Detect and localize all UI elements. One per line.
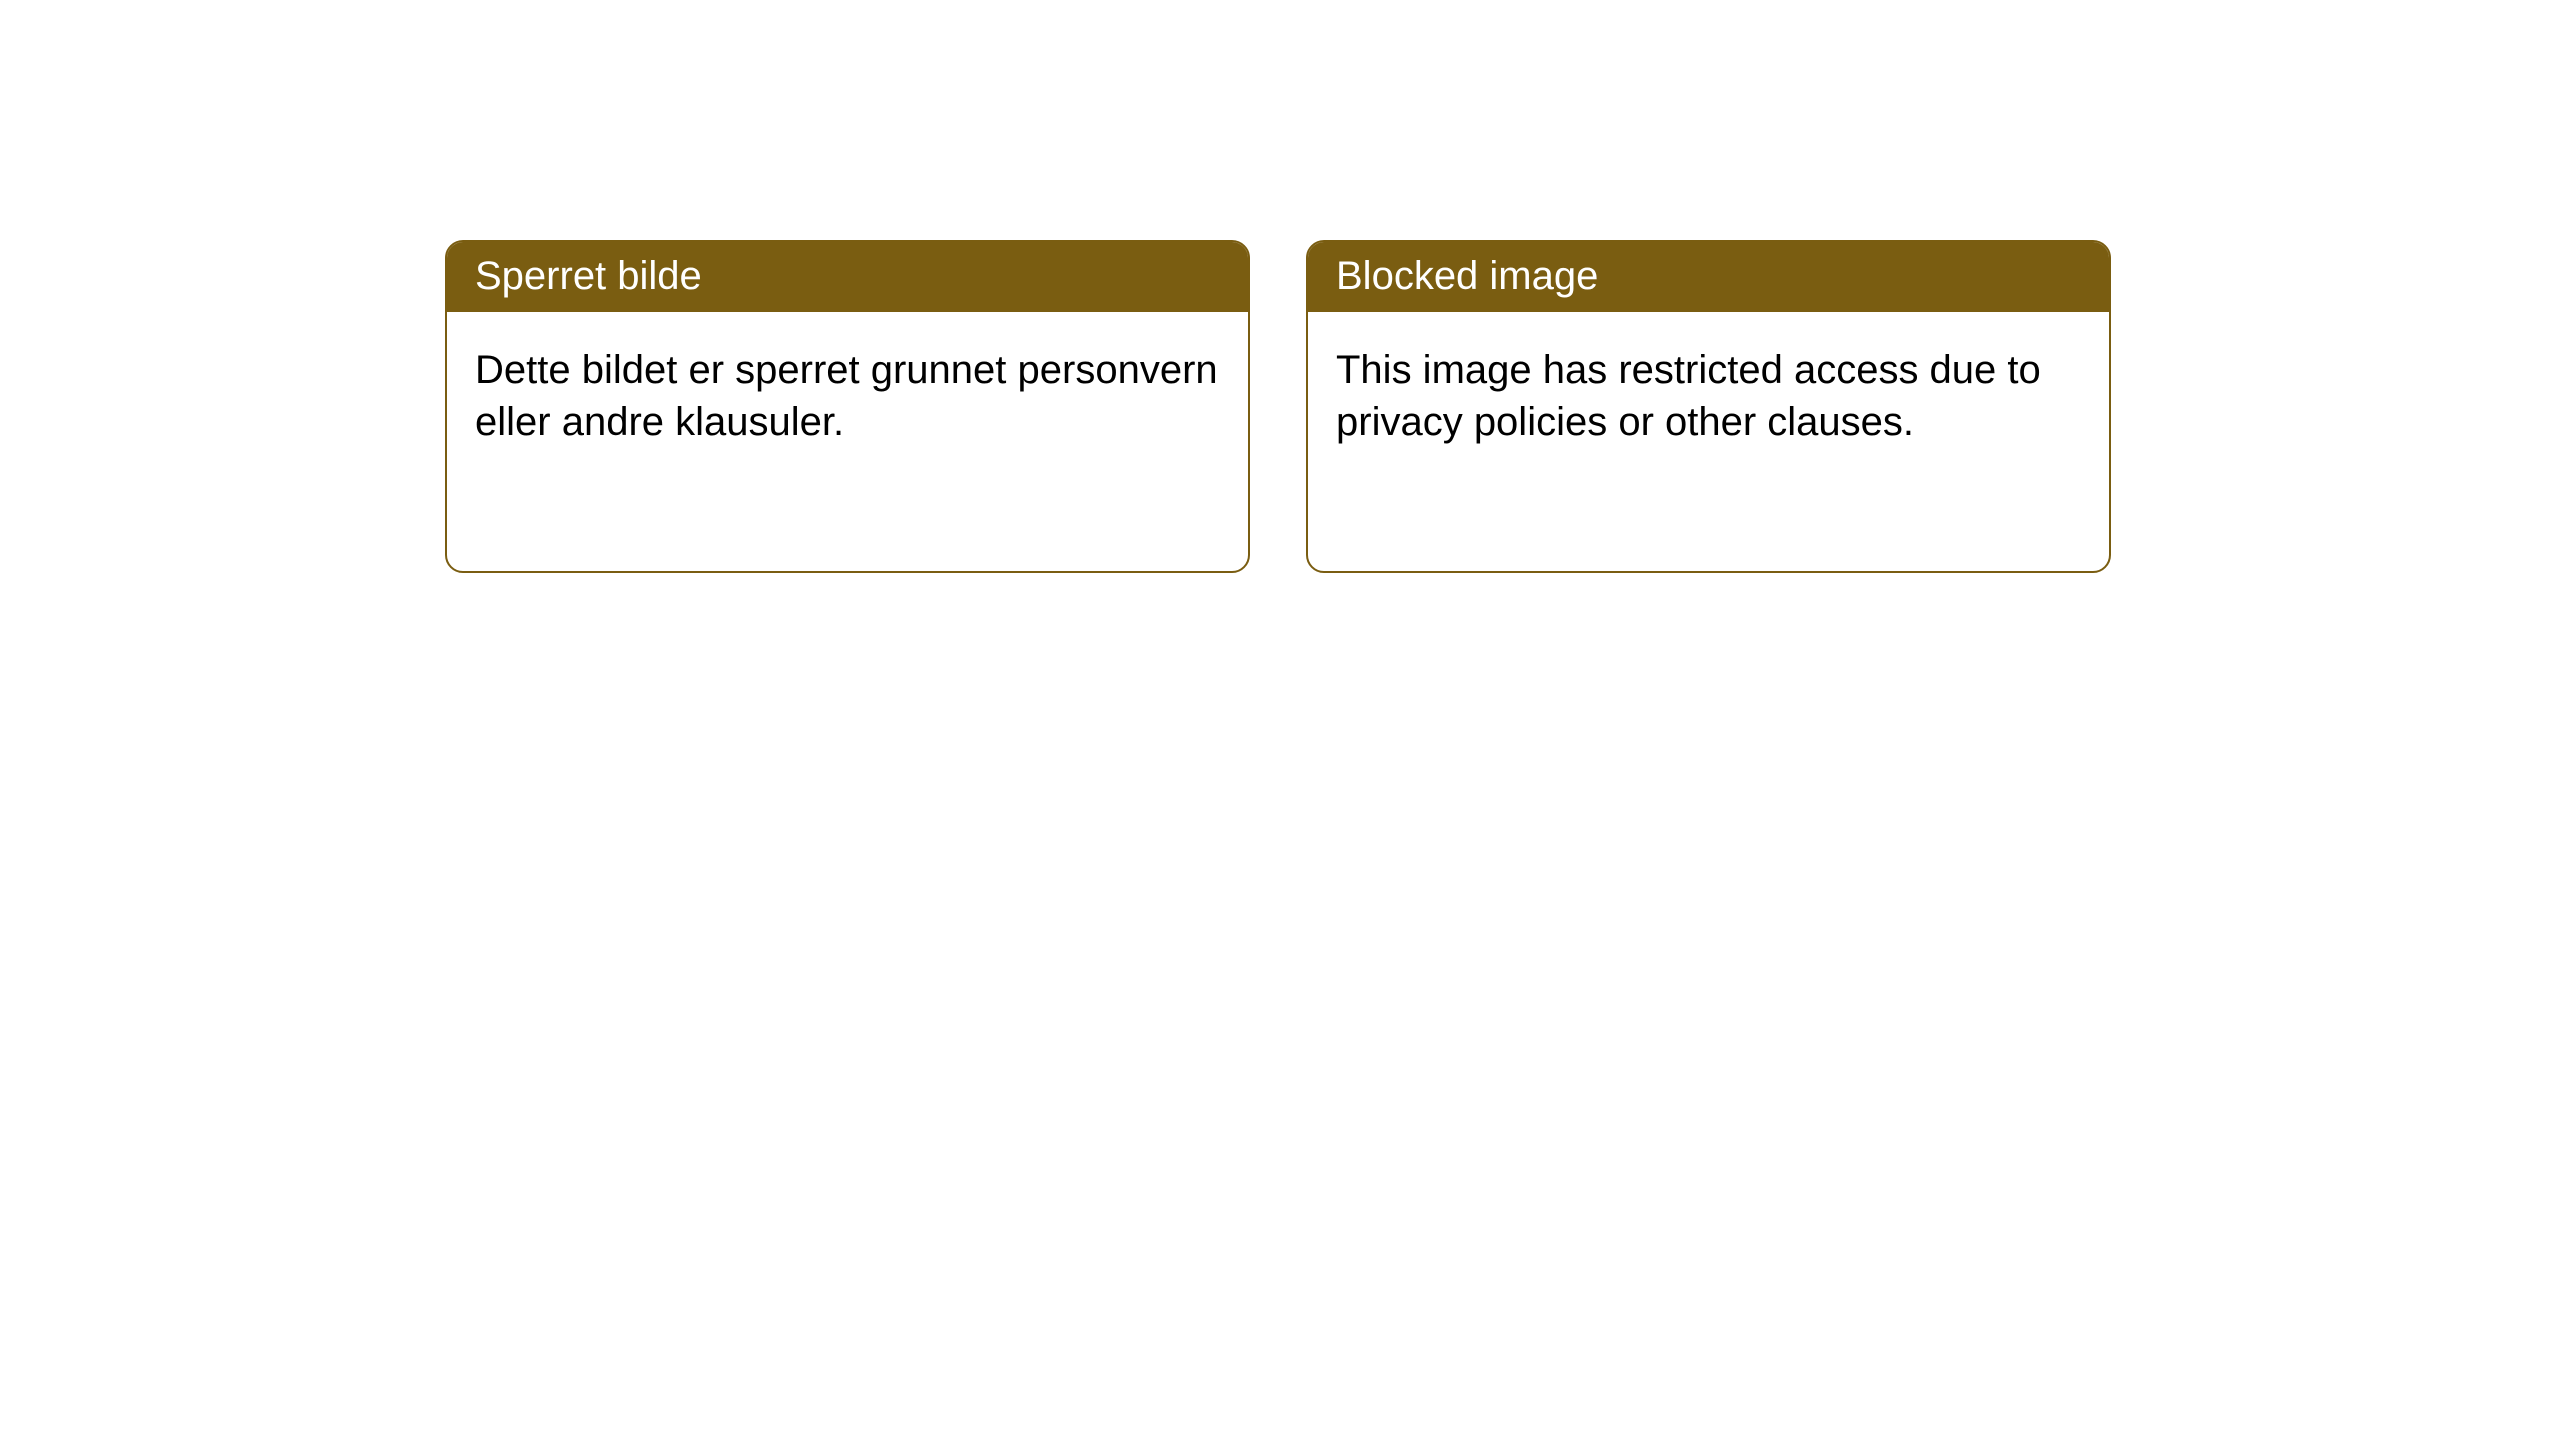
card-body-english: This image has restricted access due to … (1308, 312, 2109, 480)
blocked-image-card-norwegian: Sperret bilde Dette bildet er sperret gr… (445, 240, 1250, 573)
card-body-norwegian: Dette bildet er sperret grunnet personve… (447, 312, 1248, 480)
card-header-norwegian: Sperret bilde (447, 242, 1248, 312)
blocked-image-card-english: Blocked image This image has restricted … (1306, 240, 2111, 573)
cards-container: Sperret bilde Dette bildet er sperret gr… (0, 0, 2560, 573)
card-header-english: Blocked image (1308, 242, 2109, 312)
